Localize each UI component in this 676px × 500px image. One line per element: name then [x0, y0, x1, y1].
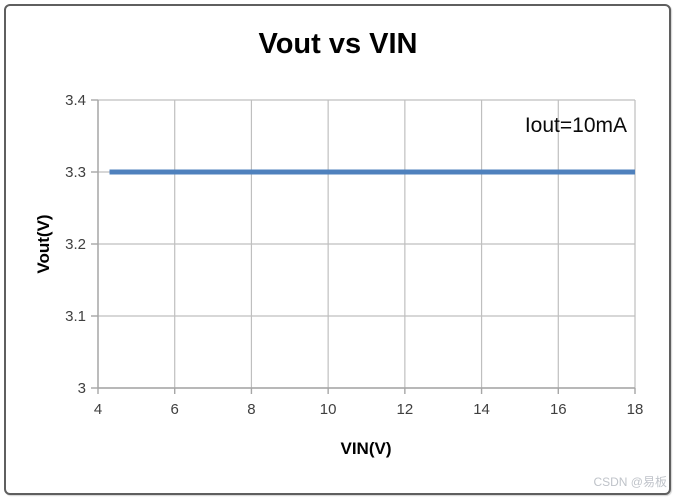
y-tick-label: 3.1: [65, 308, 86, 325]
chart-title: Vout vs VIN: [258, 28, 418, 60]
watermark: CSDN @易板: [593, 475, 667, 489]
x-tick-label: 12: [397, 401, 414, 418]
y-tick-label: 3.2: [65, 236, 86, 253]
y-axis-label: Vout(V): [34, 214, 53, 274]
x-tick-label: 8: [247, 401, 255, 418]
x-tick-label: 16: [550, 401, 567, 418]
y-tick-label: 3.3: [65, 164, 86, 181]
y-tick-label: 3.4: [65, 92, 86, 109]
x-tick-label: 18: [627, 401, 644, 418]
series-annotation: Iout=10mA: [524, 114, 627, 137]
x-tick-label: 10: [320, 401, 337, 418]
x-tick-label: 14: [473, 401, 490, 418]
chart-frame: [4, 4, 671, 495]
x-axis-label: VIN(V): [340, 439, 392, 458]
x-tick-label: 4: [94, 401, 102, 418]
x-tick-label: 6: [171, 401, 179, 418]
y-tick-label: 3: [78, 380, 86, 397]
